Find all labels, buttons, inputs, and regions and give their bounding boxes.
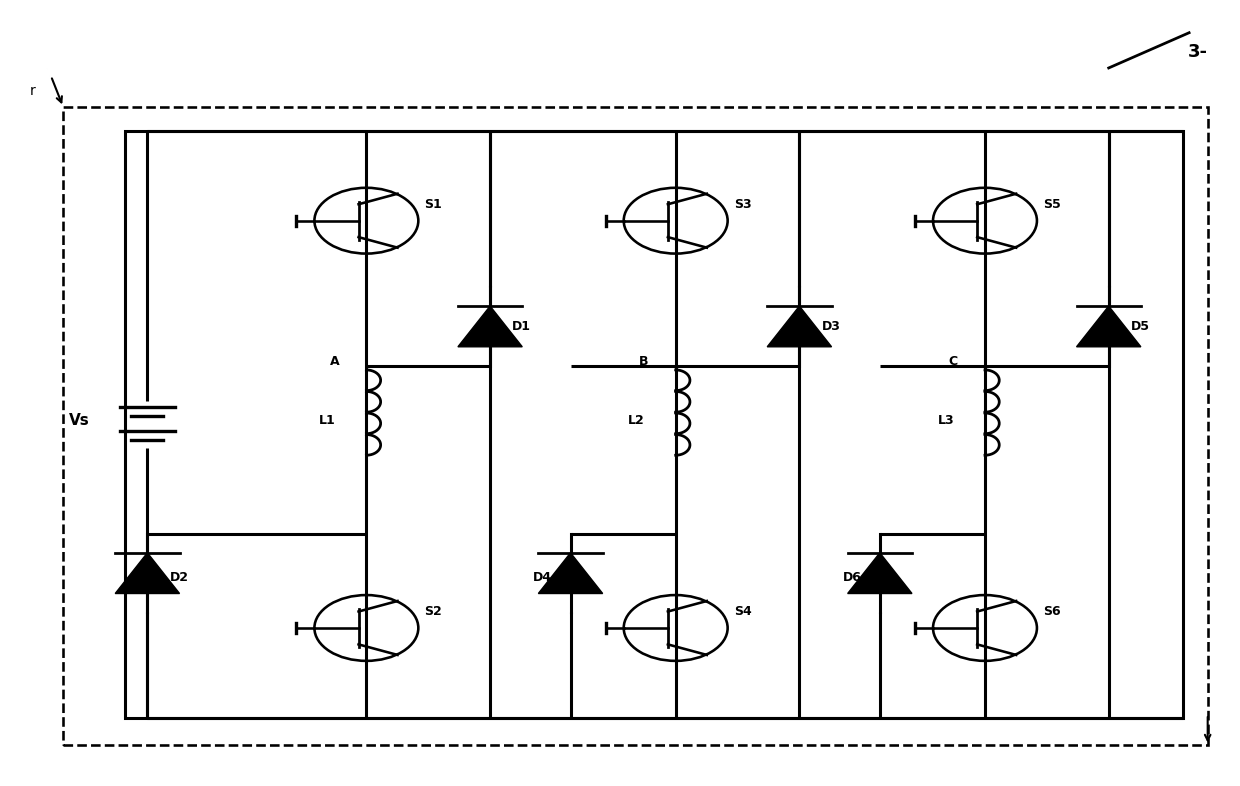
Bar: [125, 130, 1183, 718]
Text: S3: S3: [734, 198, 751, 211]
Text: B: B: [639, 355, 649, 368]
Text: D6: D6: [842, 571, 862, 583]
Text: D4: D4: [533, 571, 552, 583]
Bar: [63, 107, 1208, 745]
Text: S6: S6: [1043, 605, 1060, 618]
Polygon shape: [848, 553, 911, 593]
Text: C: C: [949, 355, 957, 368]
Text: D3: D3: [822, 320, 841, 333]
Text: r: r: [30, 84, 35, 98]
Text: S2: S2: [424, 605, 443, 618]
Text: Vs: Vs: [69, 413, 89, 428]
Polygon shape: [115, 553, 180, 593]
Text: D1: D1: [512, 320, 532, 333]
Polygon shape: [1076, 306, 1141, 347]
Polygon shape: [538, 553, 603, 593]
Polygon shape: [458, 306, 522, 347]
Text: 3-: 3-: [1188, 43, 1208, 61]
Text: L3: L3: [937, 414, 954, 427]
Text: A: A: [330, 355, 340, 368]
Polygon shape: [768, 306, 832, 347]
Text: S5: S5: [1043, 198, 1061, 211]
Text: D5: D5: [1131, 320, 1149, 333]
Text: S4: S4: [734, 605, 751, 618]
Text: L2: L2: [627, 414, 645, 427]
Text: L1: L1: [319, 414, 336, 427]
Text: D2: D2: [170, 571, 188, 583]
Text: S1: S1: [424, 198, 443, 211]
